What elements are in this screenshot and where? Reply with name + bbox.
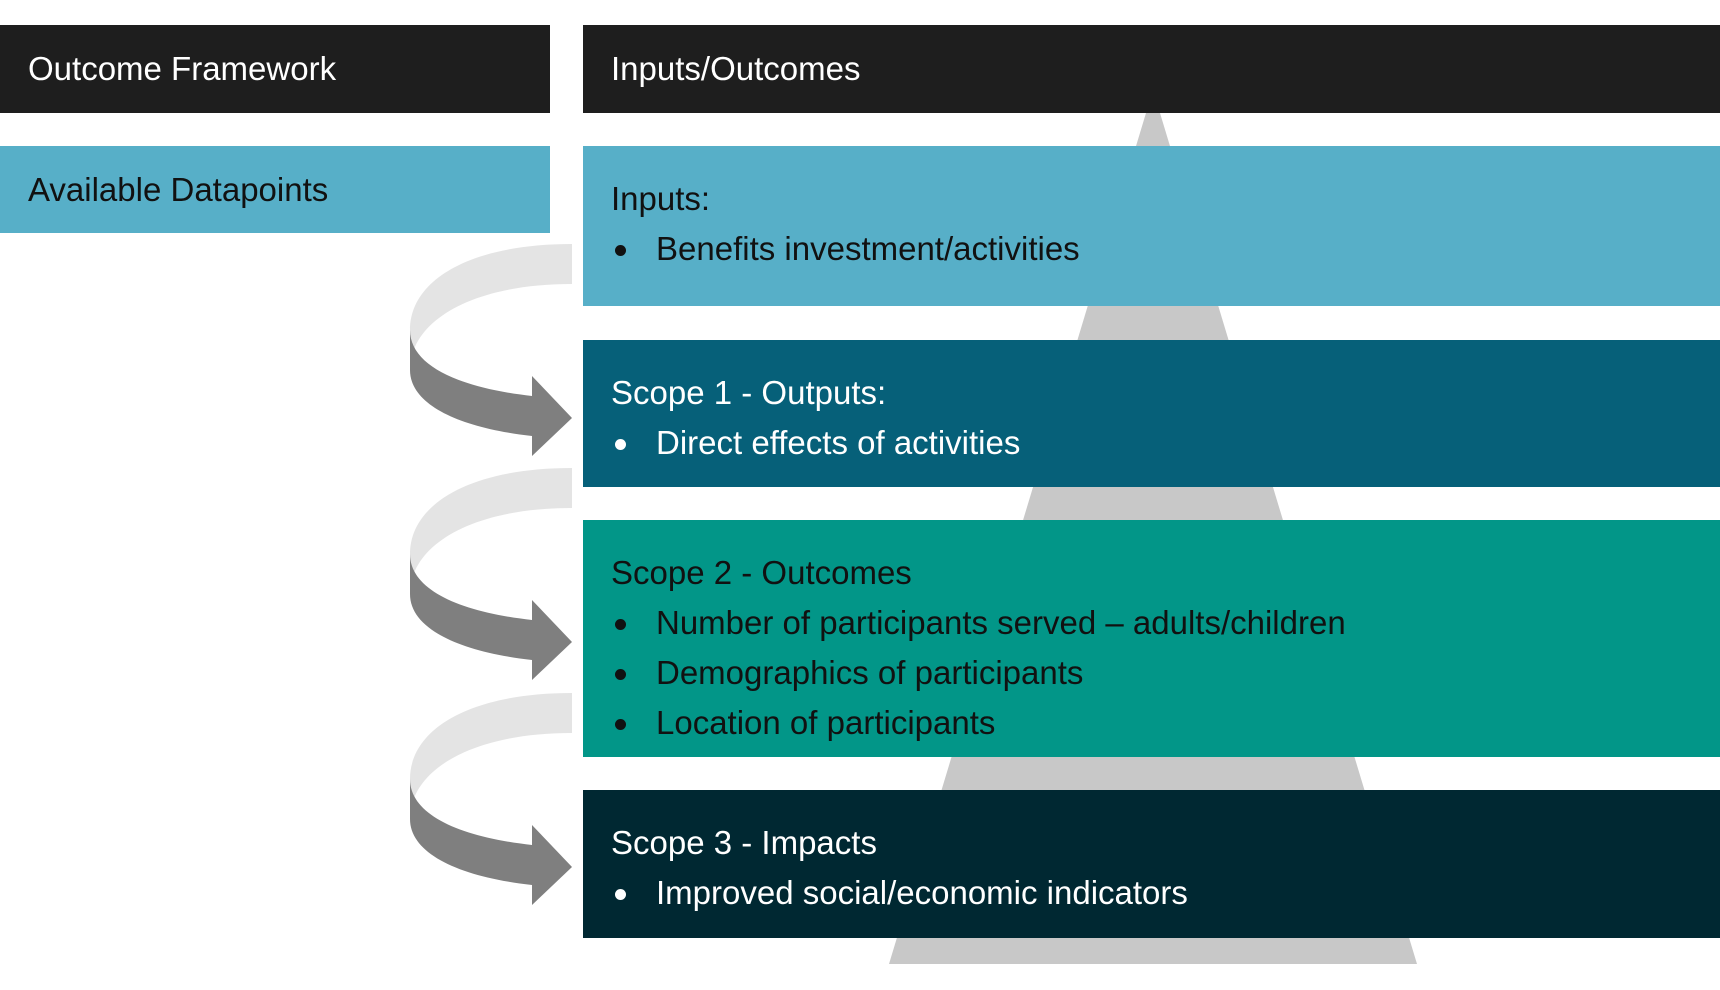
bullet-item: Benefits investment/activities [611, 224, 1720, 274]
tier-title: Scope 3 - Impacts [611, 824, 877, 861]
bullet-list: Improved social/economic indicators [611, 868, 1720, 918]
tier-title: Inputs: [611, 180, 711, 217]
tier-title: Scope 1 - Outputs: [611, 374, 887, 411]
bullet-item: Demographics of participants [611, 648, 1720, 698]
tier-inputs: Inputs: Benefits investment/activities [583, 146, 1720, 306]
tier-scope-3-impacts: Scope 3 - Impacts Improved social/econom… [583, 790, 1720, 938]
available-datapoints-label: Available Datapoints [28, 170, 329, 208]
inputs-outcomes-header: Inputs/Outcomes [583, 25, 1720, 113]
available-datapoints-box: Available Datapoints [0, 146, 550, 233]
bullet-list: Benefits investment/activities [611, 224, 1720, 274]
tier-scope-2-outcomes: Scope 2 - Outcomes Number of participant… [583, 520, 1720, 757]
curved-arrow-icon [410, 244, 572, 456]
bullet-item: Location of participants [611, 698, 1720, 748]
curved-arrow-icon [410, 468, 572, 680]
bullet-item: Direct effects of activities [611, 418, 1720, 468]
bullet-item: Improved social/economic indicators [611, 868, 1720, 918]
bullet-list: Number of participants served – adults/c… [611, 598, 1720, 748]
inputs-outcomes-title: Inputs/Outcomes [611, 50, 861, 87]
tier-scope-1-outputs: Scope 1 - Outputs: Direct effects of act… [583, 340, 1720, 487]
bullet-item: Number of participants served – adults/c… [611, 598, 1720, 648]
bullet-list: Direct effects of activities [611, 418, 1720, 468]
outcome-framework-header: Outcome Framework [0, 25, 550, 113]
curved-arrow-icon [410, 693, 572, 905]
tier-title: Scope 2 - Outcomes [611, 554, 912, 591]
outcome-framework-title: Outcome Framework [28, 50, 337, 87]
